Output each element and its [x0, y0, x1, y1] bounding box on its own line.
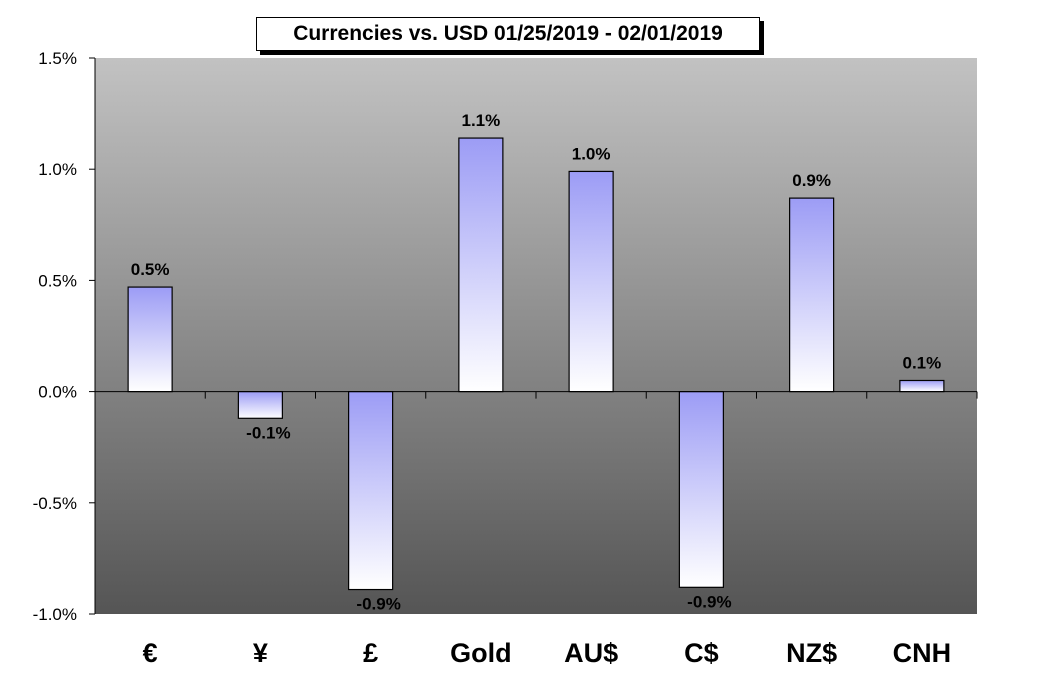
bar	[568, 170, 614, 393]
bar	[899, 379, 945, 393]
x-category-label: Gold	[450, 638, 512, 668]
data-label: -0.9%	[356, 595, 400, 614]
y-tick-label: 1.5%	[38, 49, 77, 68]
bar	[458, 137, 504, 393]
data-label: -0.9%	[687, 592, 731, 611]
data-label: 0.5%	[131, 260, 170, 279]
bar	[237, 391, 283, 419]
data-label: 0.9%	[792, 171, 831, 190]
data-label: 0.1%	[903, 353, 942, 372]
y-tick-label: 0.0%	[38, 383, 77, 402]
x-category-label: €	[143, 638, 158, 668]
plot-area	[95, 58, 977, 614]
y-tick-label: 1.0%	[38, 160, 77, 179]
bar	[678, 391, 724, 588]
data-label: 1.0%	[572, 144, 611, 163]
x-category-label: NZ$	[786, 638, 837, 668]
bar	[127, 286, 173, 393]
y-tick-label: 0.5%	[38, 271, 77, 290]
x-category-label: C$	[684, 638, 719, 668]
x-category-label: ¥	[253, 638, 268, 668]
bar	[789, 197, 835, 393]
y-tick-label: -1.0%	[33, 605, 77, 624]
x-category-label: £	[363, 638, 378, 668]
y-tick-label: -0.5%	[33, 494, 77, 513]
data-label: -0.1%	[246, 423, 290, 442]
x-category-label: AU$	[564, 638, 618, 668]
x-category-label: CNH	[893, 638, 952, 668]
data-label: 1.1%	[462, 111, 501, 130]
bar	[348, 391, 394, 591]
chart-title: Currencies vs. USD 01/25/2019 - 02/01/20…	[256, 17, 760, 51]
